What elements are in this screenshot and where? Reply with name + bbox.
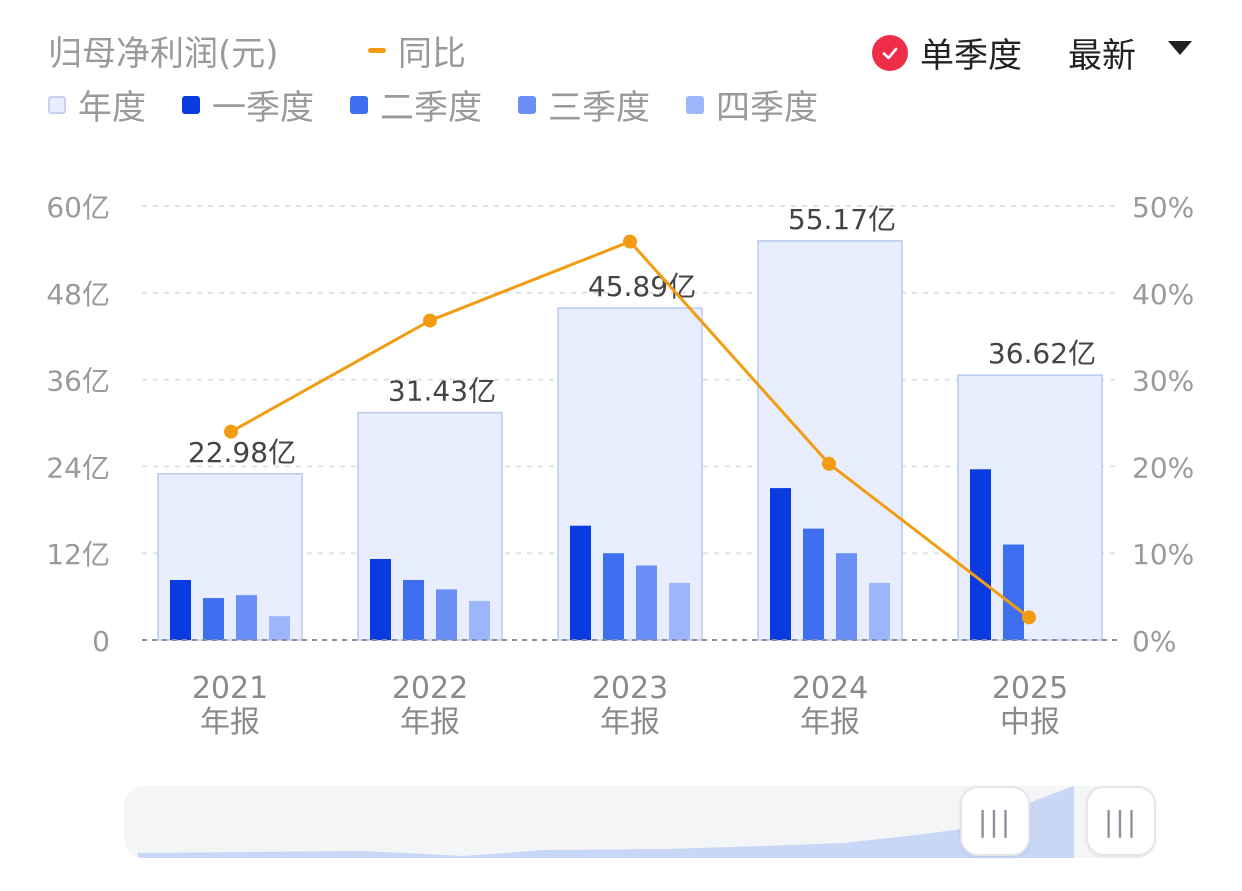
legend-swatch	[518, 95, 536, 114]
drag-handle-icon: |||	[1103, 804, 1139, 838]
quarter-bar	[836, 553, 857, 640]
legend-label: 二季度	[380, 88, 482, 128]
quarter-bar	[869, 582, 890, 640]
x-tick-period: 年报	[800, 705, 860, 740]
quarter-bar	[603, 553, 624, 640]
slider-left-handle[interactable]: |||	[960, 786, 1030, 856]
legend-swatch	[182, 95, 200, 114]
legend-label: 三季度	[548, 88, 650, 128]
chart-legend: 年度 一季度 二季度 三季度 四季度	[48, 80, 854, 129]
quarter-bar	[570, 525, 591, 640]
legend-item[interactable]: 四季度	[686, 80, 818, 129]
range-slider[interactable]: ||| |||	[124, 786, 1156, 858]
legend-swatch	[350, 95, 368, 114]
x-tick-year: 2024	[792, 671, 868, 706]
quarter-bar	[436, 589, 457, 640]
annual-value-label: 36.62亿	[988, 337, 1096, 370]
x-tick-year: 2023	[592, 671, 668, 706]
quarter-bar	[203, 598, 224, 640]
yoy-line-swatch	[368, 48, 386, 53]
quarter-bar	[669, 582, 690, 640]
y-tick-label-right: 30%	[1132, 365, 1194, 398]
legend-label: 年度	[78, 88, 146, 128]
single-season-label: 单季度	[920, 36, 1022, 76]
slider-right-handle[interactable]: |||	[1086, 786, 1156, 856]
x-tick-year: 2025	[992, 671, 1068, 706]
x-tick-period: 年报	[200, 705, 260, 740]
single-season-toggle[interactable]: 单季度	[872, 28, 1022, 77]
quarter-bar	[236, 595, 257, 640]
yoy-label: 同比	[398, 34, 466, 74]
y-tick-label-left: 0	[92, 625, 110, 658]
x-tick-period: 中报	[1000, 705, 1060, 740]
slider-preview-area	[138, 786, 1074, 858]
y-tick-label-right: 20%	[1132, 451, 1194, 484]
legend-label: 四季度	[716, 88, 818, 128]
period-dropdown[interactable]: 最新	[1068, 28, 1192, 77]
quarter-bar	[370, 558, 391, 640]
quarter-bar	[469, 600, 490, 640]
y-tick-label-right: 0%	[1132, 625, 1176, 658]
caret-down-icon	[1168, 40, 1192, 55]
yoy-point	[423, 313, 437, 328]
legend-item[interactable]: 三季度	[518, 80, 650, 129]
legend-item[interactable]: 二季度	[350, 80, 482, 129]
quarter-bar	[269, 616, 290, 640]
quarter-bar	[970, 469, 991, 640]
yoy-point	[822, 456, 836, 471]
chart-title: 归母净利润(元)	[48, 34, 279, 74]
legend-label: 一季度	[212, 88, 314, 128]
chart-header: 归母净利润(元) 同比 单季度 最新	[48, 22, 1198, 78]
period-dropdown-label: 最新	[1068, 36, 1136, 76]
yoy-point	[623, 234, 637, 249]
check-circle-icon	[872, 34, 908, 71]
y-tick-label-left: 36亿	[46, 365, 110, 398]
y-tick-label-right: 10%	[1132, 538, 1194, 571]
quarter-bar	[770, 488, 791, 640]
legend-swatch	[48, 95, 66, 114]
annual-value-label: 31.43亿	[388, 375, 496, 408]
drag-handle-icon: |||	[977, 804, 1013, 838]
y-tick-label-right: 50%	[1132, 191, 1194, 224]
x-tick-period: 年报	[600, 705, 660, 740]
annual-value-label: 45.89亿	[588, 270, 696, 303]
y-tick-label-left: 12亿	[46, 538, 110, 571]
legend-item[interactable]: 年度	[48, 80, 146, 129]
y-tick-label-left: 24亿	[46, 451, 110, 484]
x-tick-year: 2022	[392, 671, 468, 706]
y-tick-label-left: 60亿	[46, 191, 110, 224]
yoy-legend: 同比	[368, 26, 466, 75]
quarter-bar	[803, 528, 824, 640]
quarter-bar	[403, 579, 424, 640]
annual-value-label: 55.17亿	[788, 203, 896, 236]
chart-plot: 0 0% 12亿 10% 24亿 20% 36亿 30% 48亿 40% 60亿 50% 22.98亿 3…	[46, 191, 1194, 740]
x-tick-year: 2021	[192, 671, 268, 706]
quarter-bar	[1003, 544, 1024, 640]
y-tick-label-left: 48亿	[46, 278, 110, 311]
quarter-bar	[636, 565, 657, 640]
y-tick-label-right: 40%	[1132, 278, 1194, 311]
yoy-point	[1022, 610, 1036, 625]
quarter-bar	[170, 579, 191, 640]
annual-value-label: 22.98亿	[188, 436, 296, 469]
x-tick-period: 年报	[400, 705, 460, 740]
legend-swatch	[686, 95, 704, 114]
legend-item[interactable]: 一季度	[182, 80, 314, 129]
yoy-point	[224, 424, 238, 439]
